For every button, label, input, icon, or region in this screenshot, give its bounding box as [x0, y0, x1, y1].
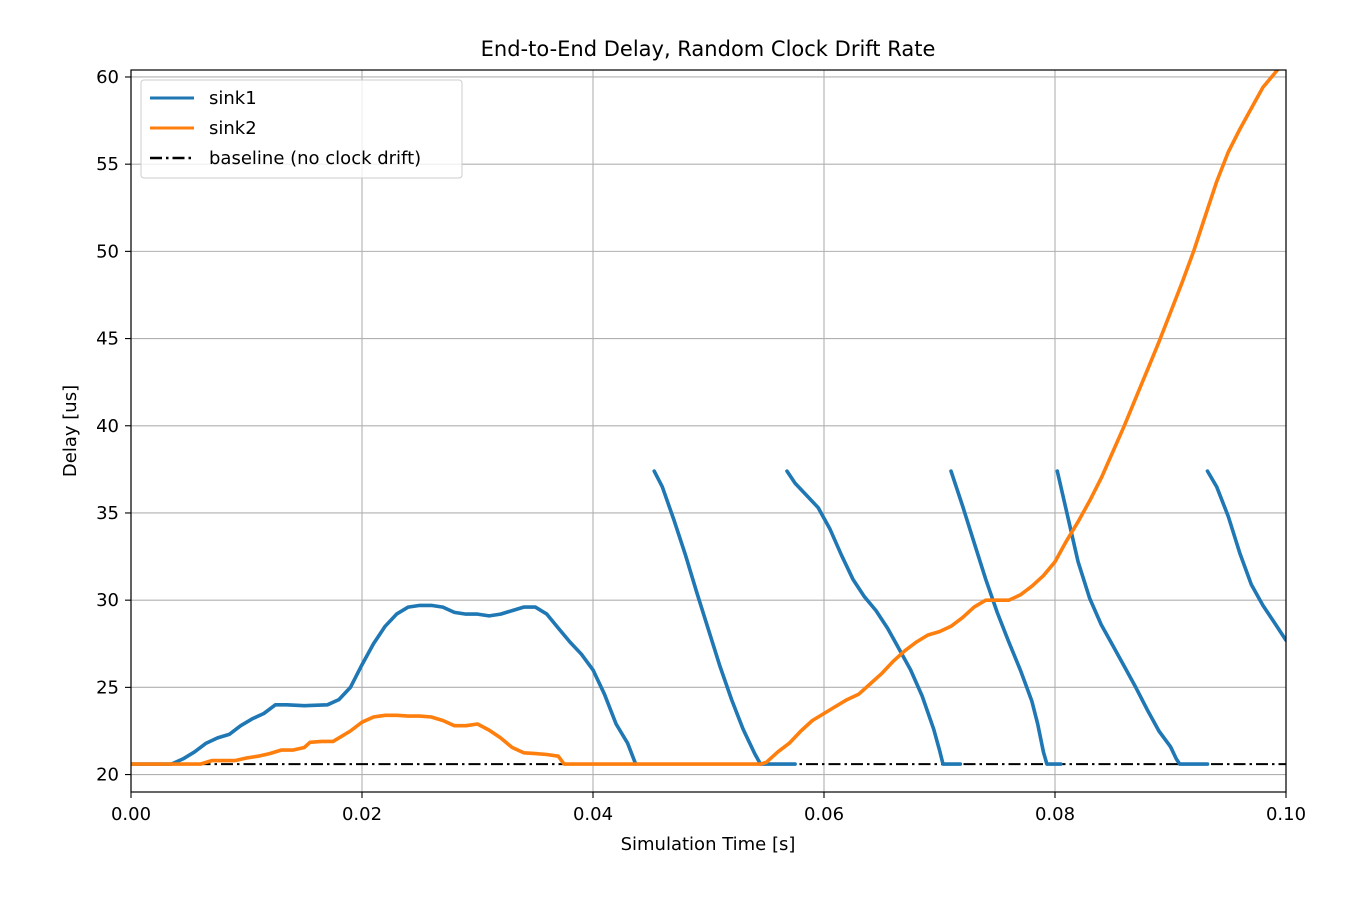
y-tick-label: 40 — [96, 416, 119, 437]
legend: sink1 sink2 baseline (no clock drift) — [140, 79, 463, 179]
x-axis-label: Simulation Time [s] — [621, 834, 796, 855]
series-line-sink2 — [131, 70, 1280, 766]
x-tick-label: 0.10 — [1266, 804, 1306, 825]
x-tick-label: 0.04 — [573, 804, 613, 825]
y-tick-label: 60 — [96, 67, 119, 88]
chart-title: End-to-End Delay, Random Clock Drift Rat… — [481, 37, 936, 61]
legend-label-sink1: sink1 — [209, 88, 257, 109]
series-group — [131, 70, 1286, 766]
series-line-sink1 — [949, 469, 1063, 766]
axis-ticks: 0.00 0.02 0.04 0.06 0.08 0.10 20 25 30 35 40 45 50 55… — [96, 67, 1306, 825]
series-line-sink1 — [1205, 469, 1286, 643]
series-line-sink1 — [1055, 469, 1210, 766]
y-tick-label: 50 — [96, 241, 119, 262]
y-tick-label: 30 — [96, 590, 119, 611]
x-tick-label: 0.08 — [1035, 804, 1075, 825]
y-tick-label: 45 — [96, 329, 119, 350]
y-tick-label: 55 — [96, 154, 119, 175]
legend-box — [140, 79, 463, 179]
x-tick-label: 0.00 — [111, 804, 151, 825]
plot-frame — [130, 69, 1287, 793]
series-line-sink1 — [131, 603, 638, 766]
series-line-sink1 — [652, 469, 797, 766]
series-line-sink1 — [785, 469, 963, 766]
legend-label-sink2: sink2 — [209, 118, 257, 139]
y-tick-label: 35 — [96, 503, 119, 524]
y-tick-label: 20 — [96, 765, 119, 786]
grid — [130, 70, 1287, 792]
y-axis-label: Delay [us] — [60, 385, 81, 477]
x-tick-label: 0.06 — [804, 804, 844, 825]
legend-label-baseline-no-clock-drift: baseline (no clock drift) — [209, 148, 421, 169]
x-tick-label: 0.02 — [342, 804, 382, 825]
y-tick-label: 25 — [96, 677, 119, 698]
